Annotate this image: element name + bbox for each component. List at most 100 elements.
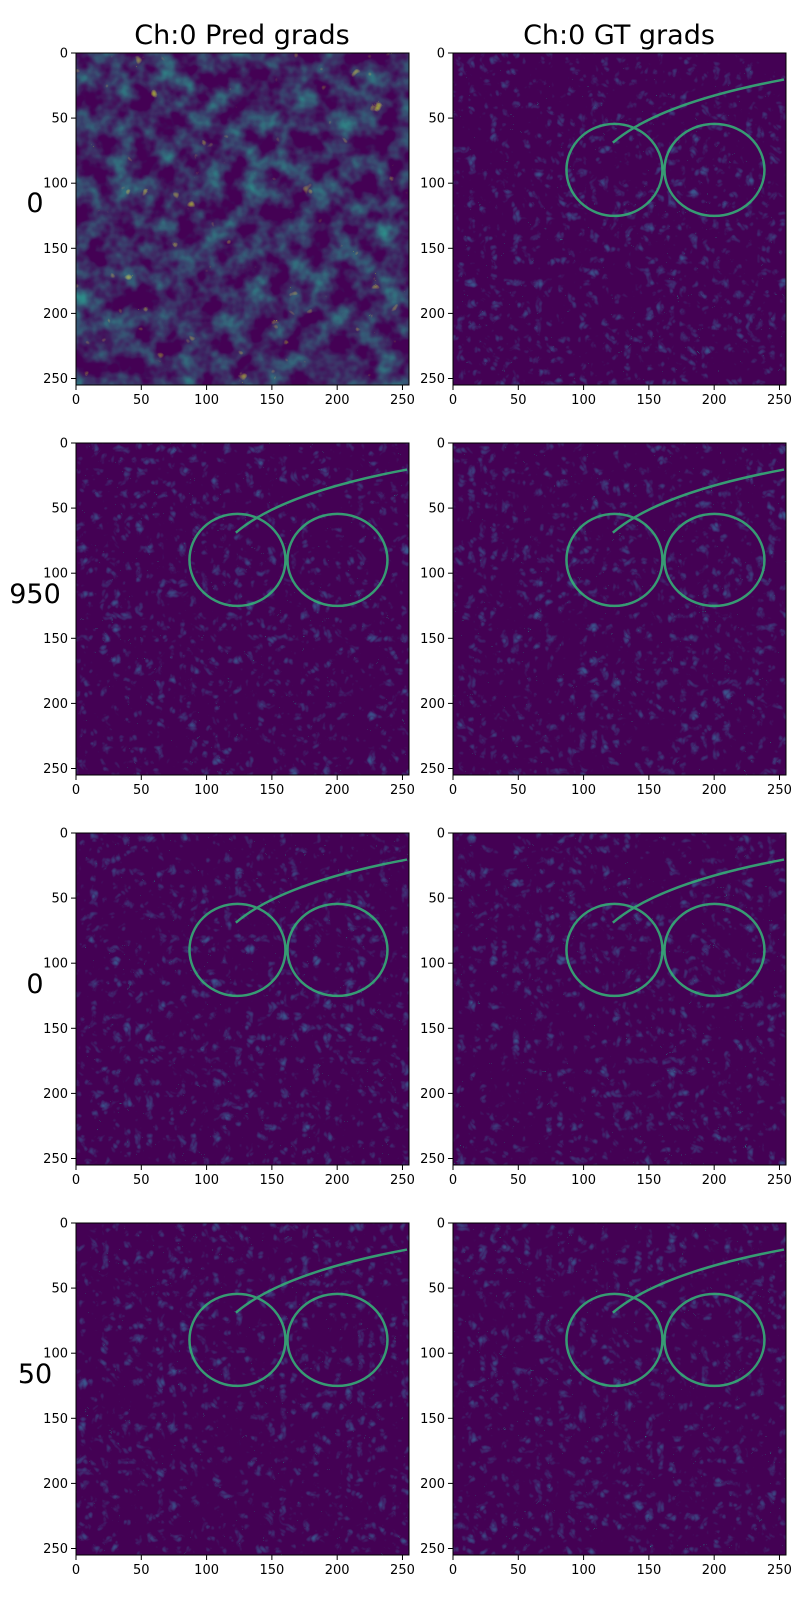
x-tick-label: 50: [510, 1173, 527, 1188]
heatmap-texture: [453, 833, 786, 1165]
x-tick-label: 0: [449, 393, 457, 408]
y-tick-label: 50: [51, 1282, 68, 1297]
y-tick-label: 150: [43, 1022, 68, 1037]
x-tick-label: 150: [636, 1563, 661, 1578]
y-tick-label: 0: [437, 47, 445, 62]
x-tick-label: 100: [571, 1563, 596, 1578]
heatmap-panel-r2-c1: 0 50 100 150 200 250 0 50 100 150 200 250: [43, 437, 415, 799]
goggle-left-lens: [188, 1292, 287, 1388]
y-tick-label: 200: [420, 697, 445, 712]
row-label-2: 950: [9, 579, 61, 610]
y-tick-label: 50: [428, 892, 445, 907]
axes-frame: [75, 1222, 410, 1556]
x-tick-label: 200: [325, 783, 350, 798]
y-tick-label: 150: [420, 1412, 445, 1427]
y-tick-label: 250: [420, 1152, 445, 1167]
goggle-strap: [235, 858, 408, 924]
goggle-strap: [235, 1248, 408, 1314]
x-tick-label: 250: [390, 1173, 415, 1188]
goggle-left-lens: [565, 512, 664, 608]
x-tick-label: 200: [325, 1563, 350, 1578]
x-tick-label: 50: [133, 1563, 150, 1578]
goggle-left-lens: [565, 1292, 664, 1388]
y-tick-label: 100: [420, 957, 445, 972]
x-tick-label: 200: [702, 1563, 727, 1578]
x-tick-label: 150: [636, 393, 661, 408]
x-tick-label: 150: [259, 783, 284, 798]
y-tick-label: 250: [420, 372, 445, 387]
column-title-gt: Ch:0 GT grads: [523, 20, 715, 51]
goggles-outline: [188, 468, 408, 608]
x-tick-label: 50: [133, 393, 150, 408]
y-tick-label: 50: [51, 112, 68, 127]
x-tick-label: 100: [194, 1563, 219, 1578]
y-tick-label: 250: [43, 1542, 68, 1557]
axes-frame: [75, 442, 410, 776]
row-label-1: 0: [26, 188, 43, 219]
heatmap-texture: [453, 53, 786, 385]
y-tick-label: 0: [60, 827, 68, 842]
goggle-left-lens: [565, 902, 664, 998]
axes-frame: [75, 832, 410, 1166]
row-label-3: 0: [26, 969, 43, 1000]
x-tick-label: 250: [767, 1173, 792, 1188]
y-tick-label: 0: [60, 437, 68, 452]
heatmap-panel-r4-c1: 0 50 100 150 200 250 0 50 100 150 200 250: [43, 1217, 415, 1579]
heatmap-panel-r1-c2: 0 50 100 150 200 250 0 50 100 150 200 250: [420, 47, 792, 409]
x-tick-label: 200: [702, 393, 727, 408]
x-tick-label: 100: [194, 393, 219, 408]
x-tick-label: 0: [72, 393, 80, 408]
goggles-outline: [565, 1248, 785, 1388]
goggle-right-lens: [663, 1292, 766, 1388]
x-tick-label: 200: [325, 393, 350, 408]
y-tick-label: 100: [43, 567, 68, 582]
goggle-left-lens: [565, 122, 664, 218]
goggle-strap: [612, 858, 785, 924]
goggles-outline: [565, 78, 785, 218]
x-tick-label: 150: [259, 393, 284, 408]
x-tick-label: 0: [72, 1173, 80, 1188]
goggle-right-lens: [663, 122, 766, 218]
y-tick-label: 50: [51, 502, 68, 517]
y-tick-label: 200: [420, 1477, 445, 1492]
y-tick-label: 150: [43, 632, 68, 647]
x-tick-label: 100: [194, 1173, 219, 1188]
axes-frame: [75, 52, 410, 386]
y-tick-label: 150: [420, 1022, 445, 1037]
heatmap-panel-r3-c2: 0 50 100 150 200 250 0 50 100 150 200 250: [420, 827, 792, 1189]
y-tick-label: 50: [428, 1282, 445, 1297]
goggles-outline: [565, 858, 785, 998]
column-title-pred: Ch:0 Pred grads: [134, 20, 349, 51]
heatmap-panel-r3-c1: 0 50 100 150 200 250 0 50 100 150 200 250: [43, 827, 415, 1189]
goggle-strap: [612, 78, 785, 144]
y-tick-label: 150: [43, 242, 68, 257]
x-tick-label: 50: [133, 783, 150, 798]
y-tick-label: 0: [60, 1217, 68, 1232]
goggle-left-lens: [188, 902, 287, 998]
x-tick-label: 150: [636, 1173, 661, 1188]
goggle-right-lens: [286, 512, 389, 608]
y-tick-label: 250: [420, 1542, 445, 1557]
y-tick-label: 200: [43, 1087, 68, 1102]
heatmap-texture: [76, 53, 409, 385]
x-tick-label: 250: [390, 783, 415, 798]
y-tick-label: 250: [43, 372, 68, 387]
y-tick-label: 0: [60, 47, 68, 62]
heatmap-panel-r1-c1: 0 50 100 150 200 250 0 50 100 150 200 250: [43, 47, 415, 409]
goggle-left-lens: [188, 512, 287, 608]
x-tick-label: 50: [510, 1563, 527, 1578]
axes-frame: [452, 832, 787, 1166]
axes-frame: [452, 1222, 787, 1556]
goggle-strap: [235, 468, 408, 534]
x-tick-label: 100: [571, 1173, 596, 1188]
x-tick-label: 250: [767, 393, 792, 408]
y-tick-label: 100: [420, 177, 445, 192]
panels-group: 0 50 100 150 200 250 0 50 100 150 200 250 0 50 100 150 2…: [43, 47, 792, 1579]
heatmap-texture: [76, 833, 409, 1165]
x-tick-label: 100: [571, 783, 596, 798]
x-tick-label: 0: [449, 783, 457, 798]
y-tick-label: 200: [420, 1087, 445, 1102]
x-tick-label: 0: [449, 1563, 457, 1578]
y-tick-label: 0: [437, 827, 445, 842]
